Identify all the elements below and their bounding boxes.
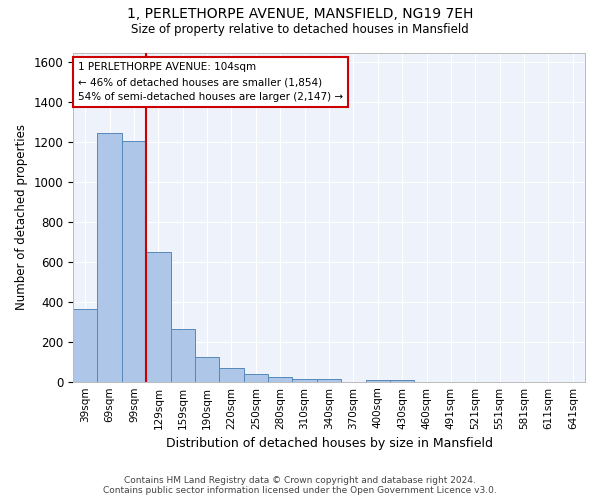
Bar: [170, 330, 195, 382]
Bar: [73, 309, 97, 382]
X-axis label: Distribution of detached houses by size in Mansfield: Distribution of detached houses by size …: [166, 437, 493, 450]
Text: Size of property relative to detached houses in Mansfield: Size of property relative to detached ho…: [131, 22, 469, 36]
Text: Contains HM Land Registry data © Crown copyright and database right 2024.
Contai: Contains HM Land Registry data © Crown c…: [103, 476, 497, 495]
Bar: [97, 134, 122, 382]
Bar: [292, 378, 317, 382]
Y-axis label: Number of detached properties: Number of detached properties: [15, 124, 28, 310]
Bar: [195, 358, 220, 382]
Text: 1 PERLETHORPE AVENUE: 104sqm
← 46% of detached houses are smaller (1,854)
54% of: 1 PERLETHORPE AVENUE: 104sqm ← 46% of de…: [78, 62, 343, 102]
Bar: [365, 380, 390, 382]
Bar: [220, 368, 244, 382]
Bar: [317, 380, 341, 382]
Bar: [390, 380, 415, 382]
Bar: [268, 376, 292, 382]
Bar: [146, 252, 170, 382]
Bar: [122, 142, 146, 382]
Text: 1, PERLETHORPE AVENUE, MANSFIELD, NG19 7EH: 1, PERLETHORPE AVENUE, MANSFIELD, NG19 7…: [127, 8, 473, 22]
Bar: [244, 374, 268, 382]
